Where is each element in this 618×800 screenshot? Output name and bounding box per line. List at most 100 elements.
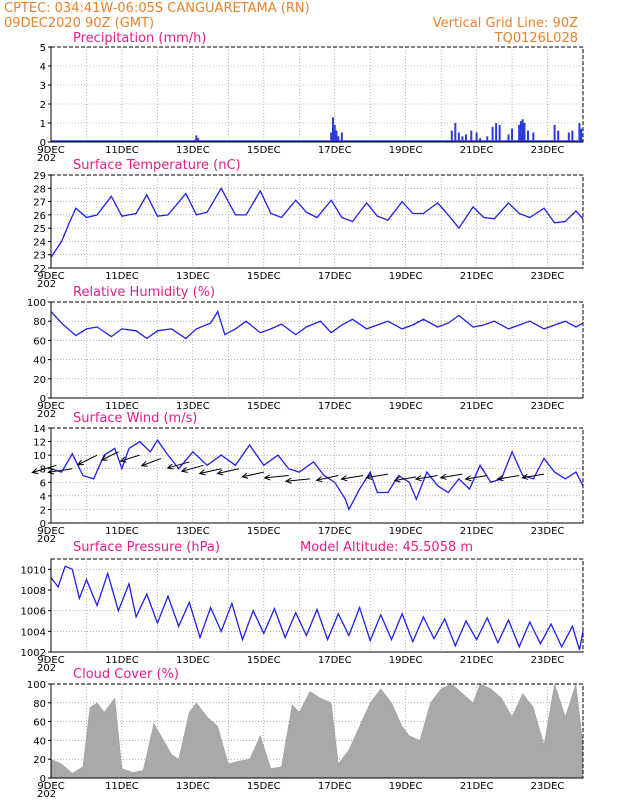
pressure-ytick-label: 1010 bbox=[21, 565, 46, 576]
cloud-xtick-label: 19DEC bbox=[389, 781, 423, 792]
precip-bar bbox=[470, 130, 473, 142]
temp-xtick-label: 9DEC bbox=[37, 271, 64, 282]
wind-arrow-head bbox=[284, 477, 292, 484]
cloud-xtick-label: 11DEC bbox=[105, 781, 139, 792]
rh-xtick-label: 17DEC bbox=[318, 401, 352, 412]
wind-year-label: 202 bbox=[37, 534, 56, 545]
wind-arrow bbox=[181, 464, 204, 472]
cloud-ytick-label: 40 bbox=[33, 736, 46, 747]
temp-ytick-label: 26 bbox=[33, 211, 46, 222]
wind-arrow bbox=[101, 451, 119, 461]
wind-arrow-head bbox=[140, 461, 148, 467]
precip-bar bbox=[197, 138, 200, 142]
precip-ytick-label: 5 bbox=[40, 43, 46, 54]
rh-xtick-label: 23DEC bbox=[531, 401, 565, 412]
precip-ytick-label: 4 bbox=[40, 62, 46, 73]
wind-arrow-head bbox=[393, 476, 401, 483]
wind-arrow-head bbox=[340, 475, 348, 482]
wind-arrow-head bbox=[31, 468, 39, 474]
pressure-xtick-label: 9DEC bbox=[37, 655, 64, 666]
rh-line bbox=[50, 310, 584, 340]
pressure-title: Surface Pressure (hPa) bbox=[73, 540, 220, 555]
pressure-xtick-label: 17DEC bbox=[318, 655, 352, 666]
pressure-xtick-label: 15DEC bbox=[247, 655, 281, 666]
wind-arrow bbox=[415, 475, 438, 480]
wind-ytick-label: 14 bbox=[33, 424, 46, 435]
wind-arrow-head bbox=[263, 474, 271, 481]
precip-bar bbox=[337, 136, 340, 142]
precip-xtick-label: 15DEC bbox=[247, 145, 281, 156]
cloud-xtick-label: 23DEC bbox=[531, 781, 565, 792]
rh-xtick-label: 15DEC bbox=[247, 401, 281, 412]
cloud-xtick-label: 13DEC bbox=[176, 781, 210, 792]
wind-arrow-head bbox=[100, 455, 108, 461]
wind-xtick-label: 11DEC bbox=[105, 526, 139, 537]
wind-arrow-head bbox=[496, 475, 504, 482]
pressure-panel bbox=[48, 558, 584, 653]
cloud-xtick-label: 17DEC bbox=[318, 781, 352, 792]
wind-arrow-head bbox=[180, 466, 188, 473]
precip-title: Precipitation (mm/h) bbox=[73, 31, 206, 46]
wind-ytick-label: 4 bbox=[40, 492, 46, 503]
wind-arrow-head bbox=[414, 475, 422, 482]
pressure-year-label: 202 bbox=[37, 663, 56, 674]
wind-arrow bbox=[522, 473, 545, 479]
wind-arrow bbox=[77, 454, 98, 466]
rh-ytick-label: 40 bbox=[33, 356, 46, 367]
pressure-xtick-label: 13DEC bbox=[176, 655, 210, 666]
precip-bar bbox=[495, 123, 498, 142]
wind-arrow bbox=[120, 454, 140, 462]
wind-arrow bbox=[217, 468, 240, 475]
precip-xtick-label: 19DEC bbox=[389, 145, 423, 156]
precip-bar bbox=[335, 130, 338, 142]
rh-xtick-label: 11DEC bbox=[105, 401, 139, 412]
cloud-area bbox=[50, 683, 584, 779]
wind-arrow bbox=[167, 461, 190, 469]
cloud-ytick-label: 80 bbox=[33, 699, 46, 710]
precip-bar bbox=[333, 124, 336, 142]
wind-arrow-head bbox=[464, 475, 472, 482]
cloud-xtick-label: 15DEC bbox=[247, 781, 281, 792]
wind-arrow bbox=[465, 475, 488, 480]
cloud-panel bbox=[48, 683, 584, 779]
wind-arrow-head bbox=[315, 476, 323, 483]
precip-bar bbox=[330, 132, 333, 142]
wind-xtick-label: 21DEC bbox=[460, 526, 494, 537]
rh-xtick-label: 9DEC bbox=[37, 401, 64, 412]
wind-arrow bbox=[199, 468, 222, 475]
wind-arrow bbox=[48, 468, 73, 473]
wind-arrow bbox=[394, 476, 417, 481]
wind-xtick-label: 23DEC bbox=[531, 526, 565, 537]
precip-bar bbox=[521, 119, 524, 142]
rh-ytick-label: 60 bbox=[33, 336, 46, 347]
header-model: TQ0126L028 bbox=[494, 31, 578, 46]
cloud-xtick-label: 9DEC bbox=[37, 781, 64, 792]
cloud-xtick-label: 21DEC bbox=[460, 781, 494, 792]
pressure-ytick-label: 1002 bbox=[21, 648, 46, 659]
precip-bar bbox=[454, 123, 457, 142]
pressure-xtick-label: 21DEC bbox=[460, 655, 494, 666]
rh-title: Relative Humidity (%) bbox=[73, 285, 215, 300]
precip-bar bbox=[195, 135, 198, 142]
pressure-line bbox=[50, 565, 584, 651]
pressure-ytick-label: 1008 bbox=[21, 586, 46, 597]
wind-arrow bbox=[341, 475, 364, 480]
wind-arrow bbox=[242, 471, 264, 478]
precip-xtick-label: 23DEC bbox=[531, 145, 565, 156]
pressure-xtick-label: 23DEC bbox=[531, 655, 565, 666]
precip-bar bbox=[523, 123, 526, 142]
wind-arrow-head bbox=[198, 469, 206, 476]
precip-bar bbox=[511, 128, 514, 142]
wind-xtick-label: 13DEC bbox=[176, 526, 210, 537]
precip-bar bbox=[340, 132, 343, 142]
rh-panel bbox=[48, 301, 584, 399]
temp-line bbox=[50, 186, 584, 258]
wind-xtick-label: 19DEC bbox=[389, 526, 423, 537]
wind-xtick-label: 9DEC bbox=[37, 526, 64, 537]
precip-bar bbox=[498, 124, 501, 142]
precip-bar bbox=[491, 126, 494, 142]
precip-bar bbox=[475, 132, 478, 142]
pressure-annotation: Model Altitude: 45.5058 m bbox=[300, 540, 473, 555]
cloud-title: Cloud Cover (%) bbox=[73, 667, 179, 682]
